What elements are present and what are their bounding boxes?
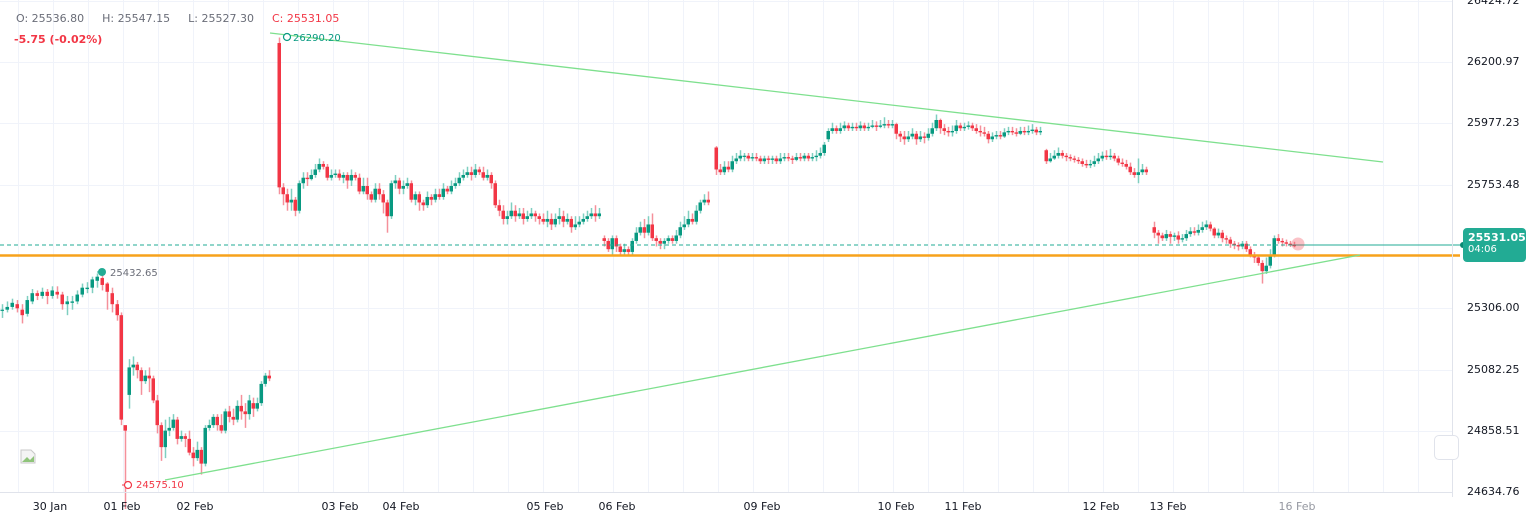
time-tick-label: 04 Feb [382,500,420,513]
price-tick-label: 24858.51 [1467,424,1520,437]
time-tick-label: 01 Feb [103,500,141,513]
time-tick-label: 30 Jan [32,500,68,513]
time-tick-label: 11 Feb [944,500,982,513]
price-tick-label: 25082.25 [1467,363,1520,376]
scroll-to-realtime-button[interactable] [1434,435,1459,460]
low-marker-icon [123,480,133,490]
high-marker-icon [282,32,292,42]
price-tick-label: 25753.48 [1467,178,1520,191]
last-price-label: 25531.05 04:06 [1463,228,1526,262]
open-value: O: 25536.80 [16,12,85,25]
broken-image-icon [20,449,36,464]
close-value: C: 25531.05 [271,12,340,25]
time-tick-label: 02 Feb [176,500,214,513]
change-value: -5.75 (-0.02%) [14,33,103,46]
low-marker-label: 24575.10 [136,480,184,491]
time-tick-label: 09 Feb [743,500,781,513]
price-tick-label: 25306.00 [1467,301,1520,314]
price-tick-label: 25977.23 [1467,116,1520,129]
time-tick-label: 05 Feb [526,500,564,513]
lower-trendline[interactable] [164,254,1361,481]
high-marker-label: 26290.20 [293,33,341,44]
time-tick-label: 06 Feb [598,500,636,513]
ohlc-legend: O: 25536.80 H: 25547.15 L: 25527.30 C: 2… [16,12,339,25]
swing-high-marker-label: 25432.65 [110,268,158,279]
last-price-value: 25531.05 [1468,231,1526,244]
time-tick-label: 16 Feb [1278,500,1316,513]
grid-lines [0,0,1452,493]
upper-trendline[interactable] [269,32,1384,163]
candles [0,37,1296,509]
time-tick-label: 10 Feb [877,500,915,513]
time-tick-label: 03 Feb [321,500,359,513]
time-tick-label: 13 Feb [1149,500,1187,513]
low-value: L: 25527.30 [188,12,254,25]
price-axis[interactable]: 26424.72 26200.97 25977.23 25753.48 25306.00… [1452,0,1531,522]
swing-high-marker-icon [98,268,106,276]
current-candle-highlight [1291,237,1305,251]
bar-countdown: 04:06 [1468,244,1497,255]
high-value: H: 25547.15 [102,12,171,25]
price-tick-label: 26424.72 [1467,0,1520,7]
price-tick-label: 26200.97 [1467,55,1520,68]
time-tick-label: 12 Feb [1082,500,1120,513]
price-tick-label: 24634.76 [1467,485,1520,498]
